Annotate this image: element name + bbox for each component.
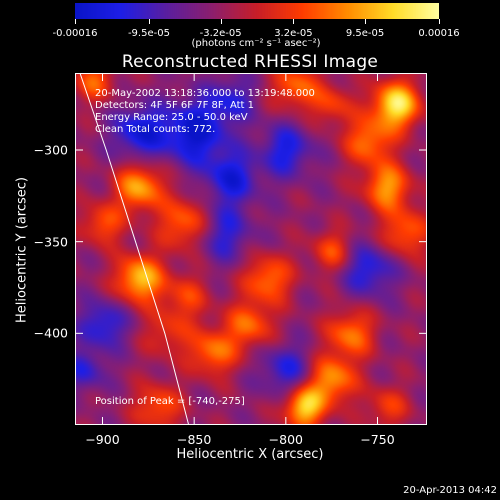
y-axis-label: Heliocentric Y (arcsec) <box>14 177 30 323</box>
solar-limb-line <box>79 73 190 425</box>
plot-overlay <box>75 73 427 425</box>
y-tick-label: −400 <box>33 325 68 341</box>
colorbar-tick-label: 0.00016 <box>418 28 460 39</box>
colorbar-tick-mark <box>293 19 295 24</box>
colorbar-tick-label: -9.5e-05 <box>127 28 170 39</box>
x-axis-label: Heliocentric X (arcsec) <box>176 447 324 462</box>
plot-frame <box>75 73 427 425</box>
colorbar-tick-mark <box>75 19 76 24</box>
colorbar-tick-label: -0.00016 <box>52 28 98 39</box>
y-tick-label: −300 <box>33 142 68 158</box>
colorbar-tick-label: -3.2e-05 <box>199 28 242 39</box>
colorbar <box>75 3 439 19</box>
colorbar-tick-mark <box>365 19 367 24</box>
heatmap-image <box>75 73 427 425</box>
colorbar-tick-mark <box>148 19 150 24</box>
info-line-time: 20-May-2002 13:18:36.000 to 13:19:48.000 <box>95 88 315 99</box>
x-tick-label: −850 <box>176 432 212 447</box>
x-tick-label: −750 <box>360 432 395 447</box>
info-line-energy: Energy Range: 25.0 - 50.0 keV <box>95 112 248 123</box>
peak-position-label: Position of Peak = [-740,-275] <box>95 396 245 407</box>
info-line-detectors: Detectors: 4F 5F 6F 7F 8F, Att 1 <box>95 100 255 111</box>
colorbar-tick-label: 3.2e-05 <box>274 28 313 39</box>
colorbar-tick-mark <box>439 19 440 24</box>
info-line-counts: Clean Total counts: 772. <box>95 124 216 135</box>
colorbar-tick-mark <box>220 19 222 24</box>
chart-title: Reconstructed RHESSI Image <box>121 52 379 72</box>
colorbar-unit-label: (photons cm⁻² s⁻¹ asec⁻²) <box>191 38 321 49</box>
y-tick-label: −350 <box>33 234 68 250</box>
x-tick-label: −900 <box>85 432 120 447</box>
colorbar-tick-label: 9.5e-05 <box>345 28 385 39</box>
timestamp: 20-Apr-2013 04:42 <box>403 485 497 496</box>
x-tick-label: −800 <box>268 432 303 447</box>
